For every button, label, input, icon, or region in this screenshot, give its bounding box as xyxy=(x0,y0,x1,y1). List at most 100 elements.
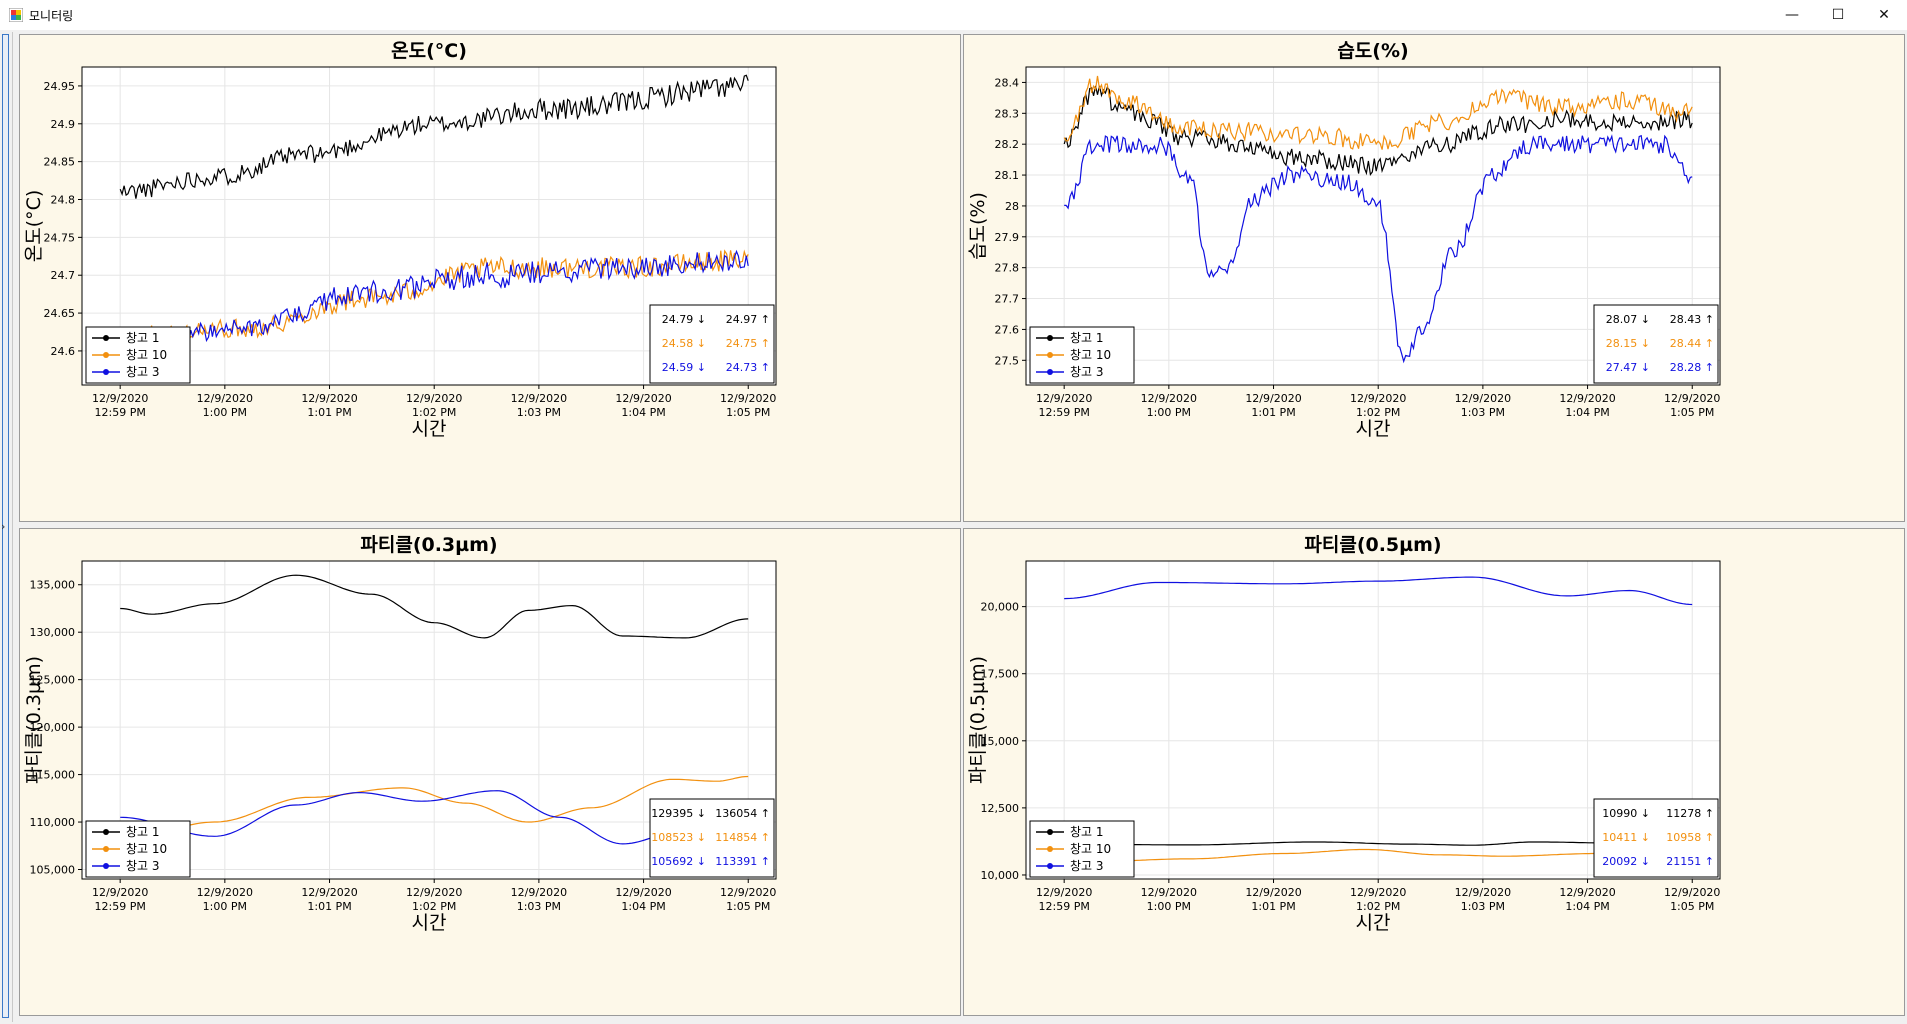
stat-min: 105692 ↓ xyxy=(651,855,706,868)
x-tick-time: 1:01 PM xyxy=(1251,900,1295,913)
legend-label: 창고 10 xyxy=(126,348,167,362)
side-collapse-bar[interactable]: › xyxy=(0,32,13,1022)
x-tick-time: 1:02 PM xyxy=(412,406,456,419)
x-tick-date: 12/9/2020 xyxy=(1455,392,1511,405)
legend-marker-2 xyxy=(1047,846,1053,852)
y-tick-label: 28.3 xyxy=(995,107,1020,120)
y-tick-label: 15,000 xyxy=(981,735,1020,748)
y-tick-label: 130,000 xyxy=(30,626,76,639)
maximize-button[interactable]: ☐ xyxy=(1815,0,1861,30)
x-tick-date: 12/9/2020 xyxy=(720,886,776,899)
stat-min: 28.07 ↓ xyxy=(1606,313,1650,326)
legend-marker-2 xyxy=(103,846,109,852)
series-line-3 xyxy=(1064,134,1693,364)
app-chart-icon xyxy=(9,8,23,22)
stat-max: 24.73 ↑ xyxy=(726,361,770,374)
window-titlebar: 모니터링 — ☐ ✕ xyxy=(0,0,1907,30)
stat-min: 20092 ↓ xyxy=(1602,855,1650,868)
y-tick-label: 27.5 xyxy=(995,354,1020,367)
x-tick-date: 12/9/2020 xyxy=(615,392,671,405)
minimize-button[interactable]: — xyxy=(1769,0,1815,30)
x-tick-time: 1:04 PM xyxy=(1565,406,1609,419)
series-line-3 xyxy=(120,790,749,845)
y-tick-label: 24.65 xyxy=(44,307,76,320)
series-line-3 xyxy=(119,249,749,353)
legend-marker-3 xyxy=(103,369,109,375)
x-tick-date: 12/9/2020 xyxy=(197,392,253,405)
minimize-icon: — xyxy=(1785,7,1799,23)
chart-svg: 파티클(0.3µm) 105,000 110,000 115,000 120,000 12… xyxy=(23,534,777,934)
y-tick-label: 28.2 xyxy=(995,138,1020,151)
legend-marker-1 xyxy=(1047,829,1053,835)
legend-label: 창고 3 xyxy=(1070,859,1104,873)
plot-frame xyxy=(81,66,777,386)
close-icon: ✕ xyxy=(1878,7,1890,23)
stat-min: 27.47 ↓ xyxy=(1606,361,1650,374)
x-tick-date: 12/9/2020 xyxy=(1455,886,1511,899)
expand-arrow-icon[interactable]: › xyxy=(1,520,6,533)
x-tick-time: 12:59 PM xyxy=(1039,900,1090,913)
y-tick-label: 24.6 xyxy=(51,345,76,358)
x-tick-time: 1:03 PM xyxy=(517,406,561,419)
series-line-3 xyxy=(1064,576,1693,606)
y-tick-label: 110,000 xyxy=(30,816,76,829)
legend-label: 창고 3 xyxy=(126,365,160,379)
window-title: 모니터링 xyxy=(29,9,74,23)
stat-min: 108523 ↓ xyxy=(651,831,706,844)
chart-svg: 습도(%) 27.5 27.6 27.7 27.8 27.9 28 28.1 28.2 28.3 2… xyxy=(967,40,1721,440)
x-tick-time: 1:05 PM xyxy=(1670,900,1714,913)
y-tick-label: 28.1 xyxy=(995,169,1020,182)
humidity-panel: 습도(%) 27.5 27.6 27.7 27.8 27.9 28 28.1 28.2 28.3 2… xyxy=(963,34,1905,522)
legend-marker-1 xyxy=(1047,335,1053,341)
legend-marker-1 xyxy=(103,335,109,341)
x-tick-time: 1:03 PM xyxy=(1461,406,1505,419)
y-tick-label: 24.8 xyxy=(51,194,76,207)
legend-label: 창고 1 xyxy=(126,825,160,839)
stat-max: 113391 ↑ xyxy=(715,855,770,868)
stat-max: 10958 ↑ xyxy=(1666,831,1714,844)
close-button[interactable]: ✕ xyxy=(1861,0,1907,30)
y-tick-label: 24.9 xyxy=(51,118,76,131)
x-tick-time: 1:00 PM xyxy=(1147,406,1191,419)
minmax-box xyxy=(1593,304,1719,384)
particle-03-panel: 파티클(0.3µm) 105,000 110,000 115,000 120,000 12… xyxy=(19,528,961,1016)
legend-marker-3 xyxy=(1047,863,1053,869)
x-tick-time: 1:02 PM xyxy=(1356,900,1400,913)
y-tick-label: 28 xyxy=(1005,200,1019,213)
y-tick-label: 125,000 xyxy=(30,674,76,687)
y-axis-label: 파티클(0.3µm) xyxy=(23,656,45,784)
chart-svg: 파티클(0.5µm) 10,000 12,500 15,000 17,500 20,000… xyxy=(967,534,1721,934)
legend-label: 창고 10 xyxy=(1070,842,1111,856)
legend-label: 창고 10 xyxy=(1070,348,1111,362)
x-tick-date: 12/9/2020 xyxy=(92,392,148,405)
x-tick-date: 12/9/2020 xyxy=(1559,392,1615,405)
stat-max: 28.43 ↑ xyxy=(1670,313,1714,326)
y-tick-label: 24.95 xyxy=(44,80,76,93)
y-tick-label: 105,000 xyxy=(30,864,76,877)
x-tick-time: 1:00 PM xyxy=(1147,900,1191,913)
minmax-box xyxy=(1593,798,1719,878)
x-tick-time: 1:00 PM xyxy=(203,900,247,913)
x-axis-label: 시간 xyxy=(412,418,447,440)
x-tick-time: 1:01 PM xyxy=(307,406,351,419)
legend-marker-2 xyxy=(103,352,109,358)
x-tick-time: 1:05 PM xyxy=(1670,406,1714,419)
x-tick-time: 12:59 PM xyxy=(95,900,146,913)
side-bar-track xyxy=(2,34,9,1018)
series-line-2 xyxy=(1063,75,1693,150)
stat-min: 24.59 ↓ xyxy=(662,361,706,374)
x-tick-time: 1:01 PM xyxy=(1251,406,1295,419)
temperature-panel: 온도(°C) 24.6 24.65 24.7 24.75 24.8 24.85 24.9 24.… xyxy=(19,34,961,522)
y-tick-label: 10,000 xyxy=(981,869,1020,882)
series-line-2 xyxy=(120,775,749,842)
x-tick-date: 12/9/2020 xyxy=(1559,886,1615,899)
stat-max: 114854 ↑ xyxy=(715,831,770,844)
legend-marker-2 xyxy=(1047,352,1053,358)
stat-max: 24.97 ↑ xyxy=(726,313,770,326)
x-tick-date: 12/9/2020 xyxy=(1036,886,1092,899)
legend-label: 창고 1 xyxy=(1070,825,1104,839)
x-tick-date: 12/9/2020 xyxy=(197,886,253,899)
legend-label: 창고 3 xyxy=(126,859,160,873)
legend-marker-3 xyxy=(103,863,109,869)
stat-min: 10411 ↓ xyxy=(1602,831,1650,844)
